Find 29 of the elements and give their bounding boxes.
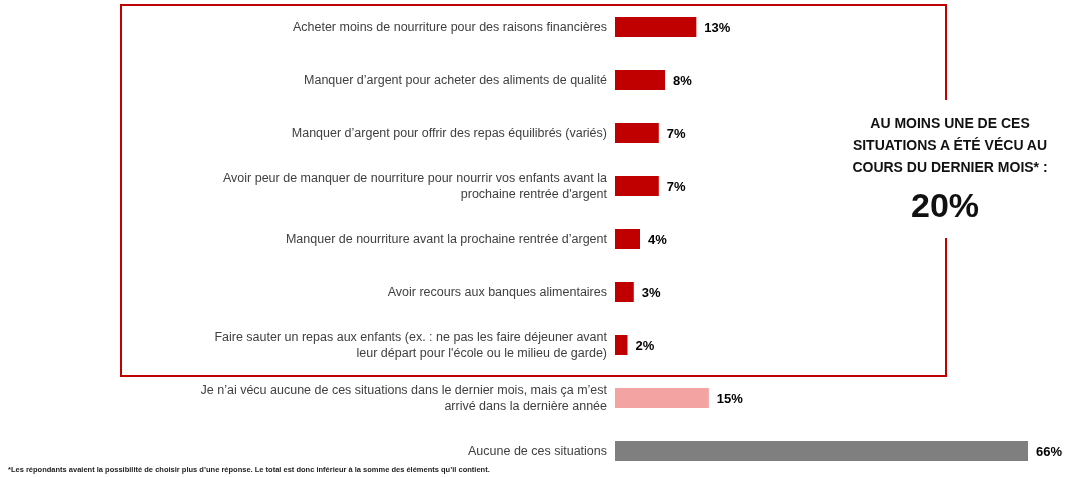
y-tick-label: Je n’ai vécu aucune de ces situations dans le dernier mois, mais ça m’est arrivé dans la dernière année — [200, 382, 608, 413]
bar — [615, 70, 666, 90]
bar — [615, 441, 1028, 461]
y-tick-label: Avoir recours aux banques alimentaires — [387, 284, 607, 299]
y-tick-label: Acheter moins de nourriture pour des raisons financières — [292, 19, 607, 34]
bar — [615, 176, 659, 196]
y-tick-label: Manquer d’argent pour offrir des repas équilibrés (variés) — [291, 125, 607, 140]
data-label: 66% — [1036, 443, 1063, 459]
bar — [615, 229, 641, 249]
y-tick-label: Manquer de nourriture avant la prochaine rentrée d’argent — [285, 231, 608, 246]
data-label: 4% — [648, 231, 668, 247]
bar — [615, 123, 659, 143]
data-label: 13% — [704, 19, 731, 35]
y-tick-label: Aucune de ces situations — [468, 443, 607, 458]
data-label: 3% — [641, 284, 661, 300]
annotation: 20% — [909, 186, 981, 225]
annotation: AU MOINS UNE DE CES SITUATIONS A ÉTÉ VÉCU AU COURS DU DERNIER MOIS* : — [851, 114, 1049, 177]
y-tick-label: Avoir peur de manquer de nourriture pour nourrir vos enfants avant la prochaine rentrée d'argent — [222, 170, 608, 201]
data-label: 15% — [716, 390, 744, 406]
data-label: 7% — [666, 125, 687, 141]
bar — [615, 17, 697, 37]
data-label: 2% — [635, 337, 655, 353]
bar — [615, 282, 634, 302]
data-label: 7% — [666, 178, 687, 194]
y-tick-label: Faire sauter un repas aux enfants (ex. : ne pas les faire déjeuner avant leur départ pour l'école ou le milieu de garde) — [214, 329, 608, 360]
bar — [615, 388, 709, 408]
bar — [615, 335, 628, 355]
data-label: 8% — [673, 72, 693, 88]
y-tick-label: Manquer d’argent pour acheter des aliments de qualité — [304, 72, 608, 87]
